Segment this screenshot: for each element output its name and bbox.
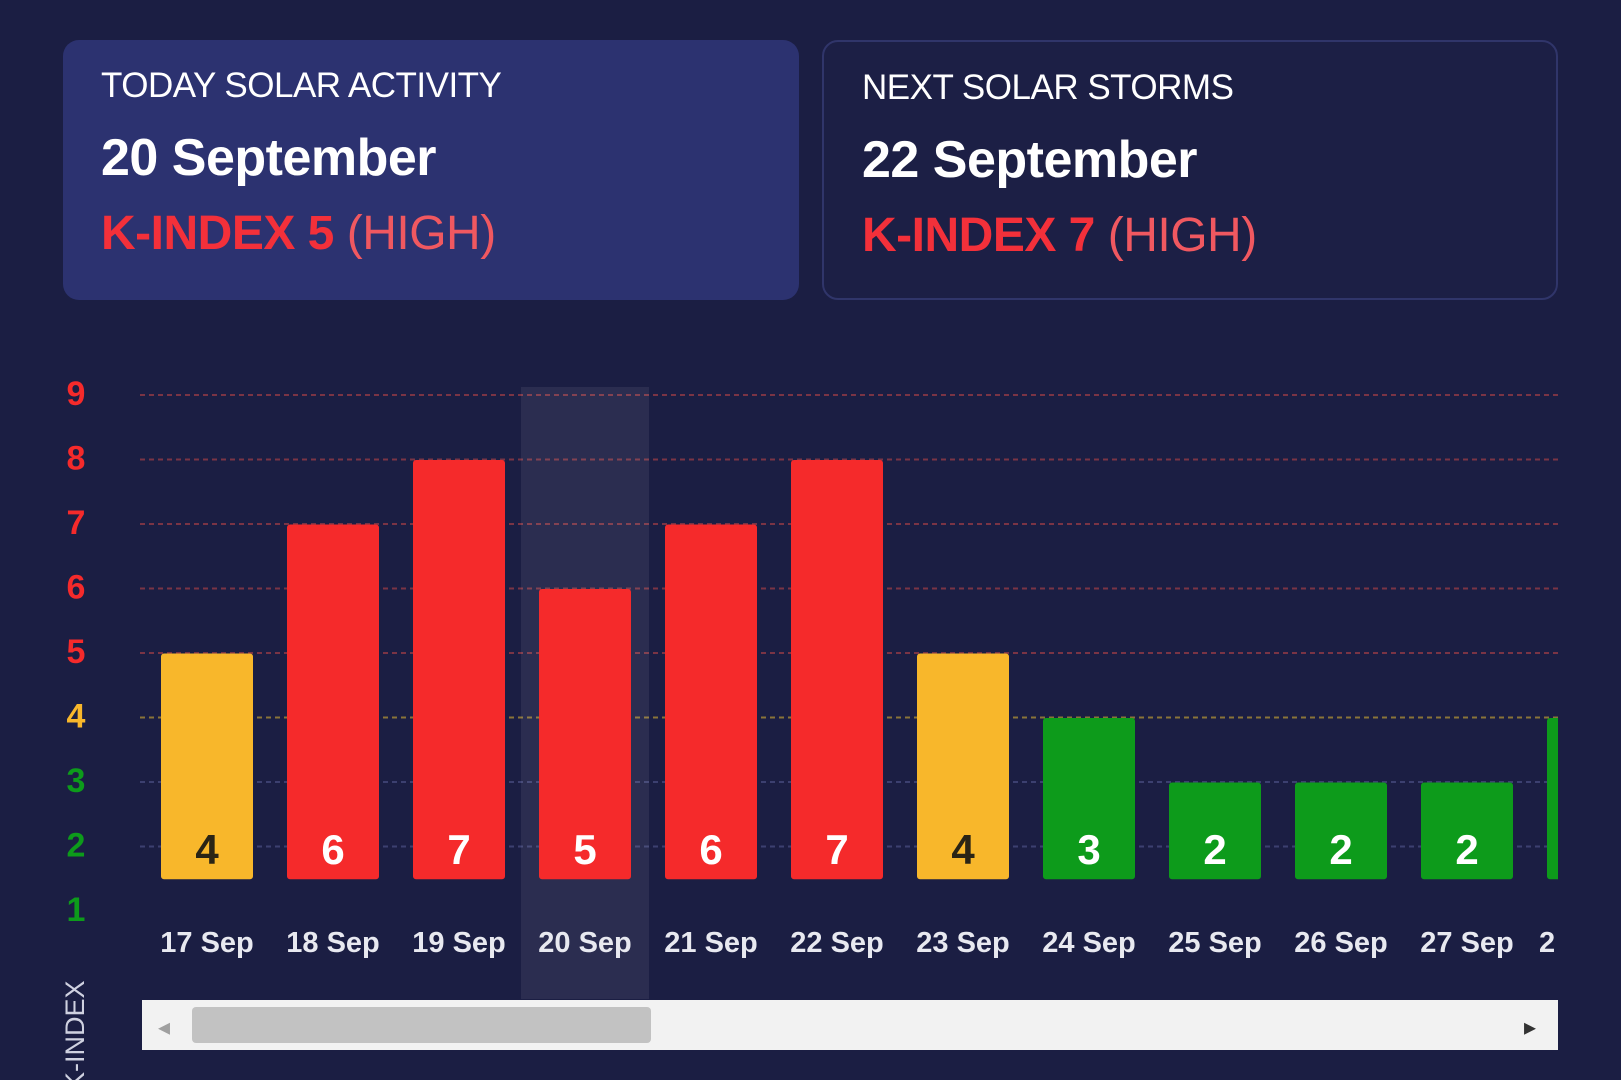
kindex-bar-chart: 1 2 3 4 5 6 7 8 9 4 6 7 5 6 7 4 3 2 2 2 17 Sep 18 Sep 19 Sep… (60, 375, 1621, 1080)
x-tick-label: 21 Sep (664, 927, 758, 959)
bar-value-label: 4 (951, 826, 975, 873)
y-axis-title-text: K-INDEX (60, 980, 90, 1080)
x-tick-label: 18 Sep (286, 927, 380, 959)
next-card-kindex: K-INDEX 7 (HIGH) (862, 208, 1518, 263)
today-kindex-level: (HIGH) (346, 207, 496, 260)
x-tick-label: 19 Sep (412, 927, 506, 959)
next-card-label: NEXT SOLAR STORMS (862, 68, 1234, 107)
y-tick-2: 2 (67, 827, 86, 865)
bar-27-sep[interactable] (1421, 782, 1513, 880)
bar-23-sep[interactable] (917, 653, 1009, 880)
scrollbar-thumb[interactable] (192, 1007, 651, 1043)
bar-value-label: 4 (195, 826, 219, 873)
x-tick-label: 22 Sep (790, 927, 884, 959)
scroll-left-arrow-icon[interactable]: ◂ (158, 1013, 170, 1041)
bar-2[interactable] (1547, 717, 1621, 880)
y-tick-6: 6 (67, 569, 86, 607)
x-tick-label: 27 Sep (1420, 927, 1514, 959)
bar-19-sep[interactable] (413, 459, 505, 880)
scroll-right-arrow-icon[interactable]: ▸ (1524, 1013, 1536, 1041)
next-card-date: 22 September (862, 131, 1198, 189)
y-tick-7: 7 (67, 504, 86, 542)
x-tick-label: 2 (1539, 927, 1555, 959)
today-card-label: TODAY SOLAR ACTIVITY (101, 66, 502, 105)
bar-22-sep[interactable] (791, 459, 883, 880)
y-tick-1: 1 (67, 891, 86, 929)
today-solar-activity-card: TODAY SOLAR ACTIVITY 20 September K-INDE… (63, 40, 799, 300)
bar-18-sep[interactable] (287, 524, 379, 880)
y-tick-5: 5 (67, 633, 86, 671)
bar-25-sep[interactable] (1169, 782, 1261, 880)
bar-value-label: 7 (825, 826, 848, 873)
bar-21-sep[interactable] (665, 524, 757, 880)
bar-value-label: 7 (447, 826, 470, 873)
bar-value-label: 2 (1455, 826, 1478, 873)
horizontal-scrollbar[interactable]: ◂ ▸ (142, 1000, 1558, 1050)
next-kindex-level: (HIGH) (1107, 209, 1257, 262)
y-tick-4: 4 (67, 698, 86, 736)
y-tick-9: 9 (67, 375, 86, 413)
next-kindex-value: K-INDEX 7 (862, 209, 1095, 262)
bar-value-label: 2 (1203, 826, 1226, 873)
x-tick-label: 24 Sep (1042, 927, 1136, 959)
bar-20-sep[interactable] (539, 588, 631, 880)
bar-value-label: 3 (1077, 826, 1100, 873)
bar-value-label: 2 (1329, 826, 1352, 873)
today-kindex-value: K-INDEX 5 (101, 207, 334, 260)
bar-26-sep[interactable] (1295, 782, 1387, 880)
today-card-kindex: K-INDEX 5 (HIGH) (101, 206, 761, 261)
next-solar-storms-card: NEXT SOLAR STORMS 22 September K-INDEX 7… (822, 40, 1558, 300)
bar-24-sep[interactable] (1043, 717, 1135, 880)
bar-value-label: 6 (699, 826, 722, 873)
y-axis-title: K-INDEX (60, 980, 90, 1080)
bar-17-sep[interactable] (161, 653, 253, 880)
x-tick-label: 23 Sep (916, 927, 1010, 959)
bar-value-label: 6 (321, 826, 344, 873)
today-card-date: 20 September (101, 129, 437, 187)
y-tick-3: 3 (67, 762, 86, 800)
y-tick-8: 8 (67, 440, 86, 478)
x-tick-label: 17 Sep (160, 927, 254, 959)
bar-value-label: 5 (573, 826, 596, 873)
x-tick-label: 26 Sep (1294, 927, 1388, 959)
x-tick-label: 20 Sep (538, 927, 632, 959)
x-tick-label: 25 Sep (1168, 927, 1262, 959)
